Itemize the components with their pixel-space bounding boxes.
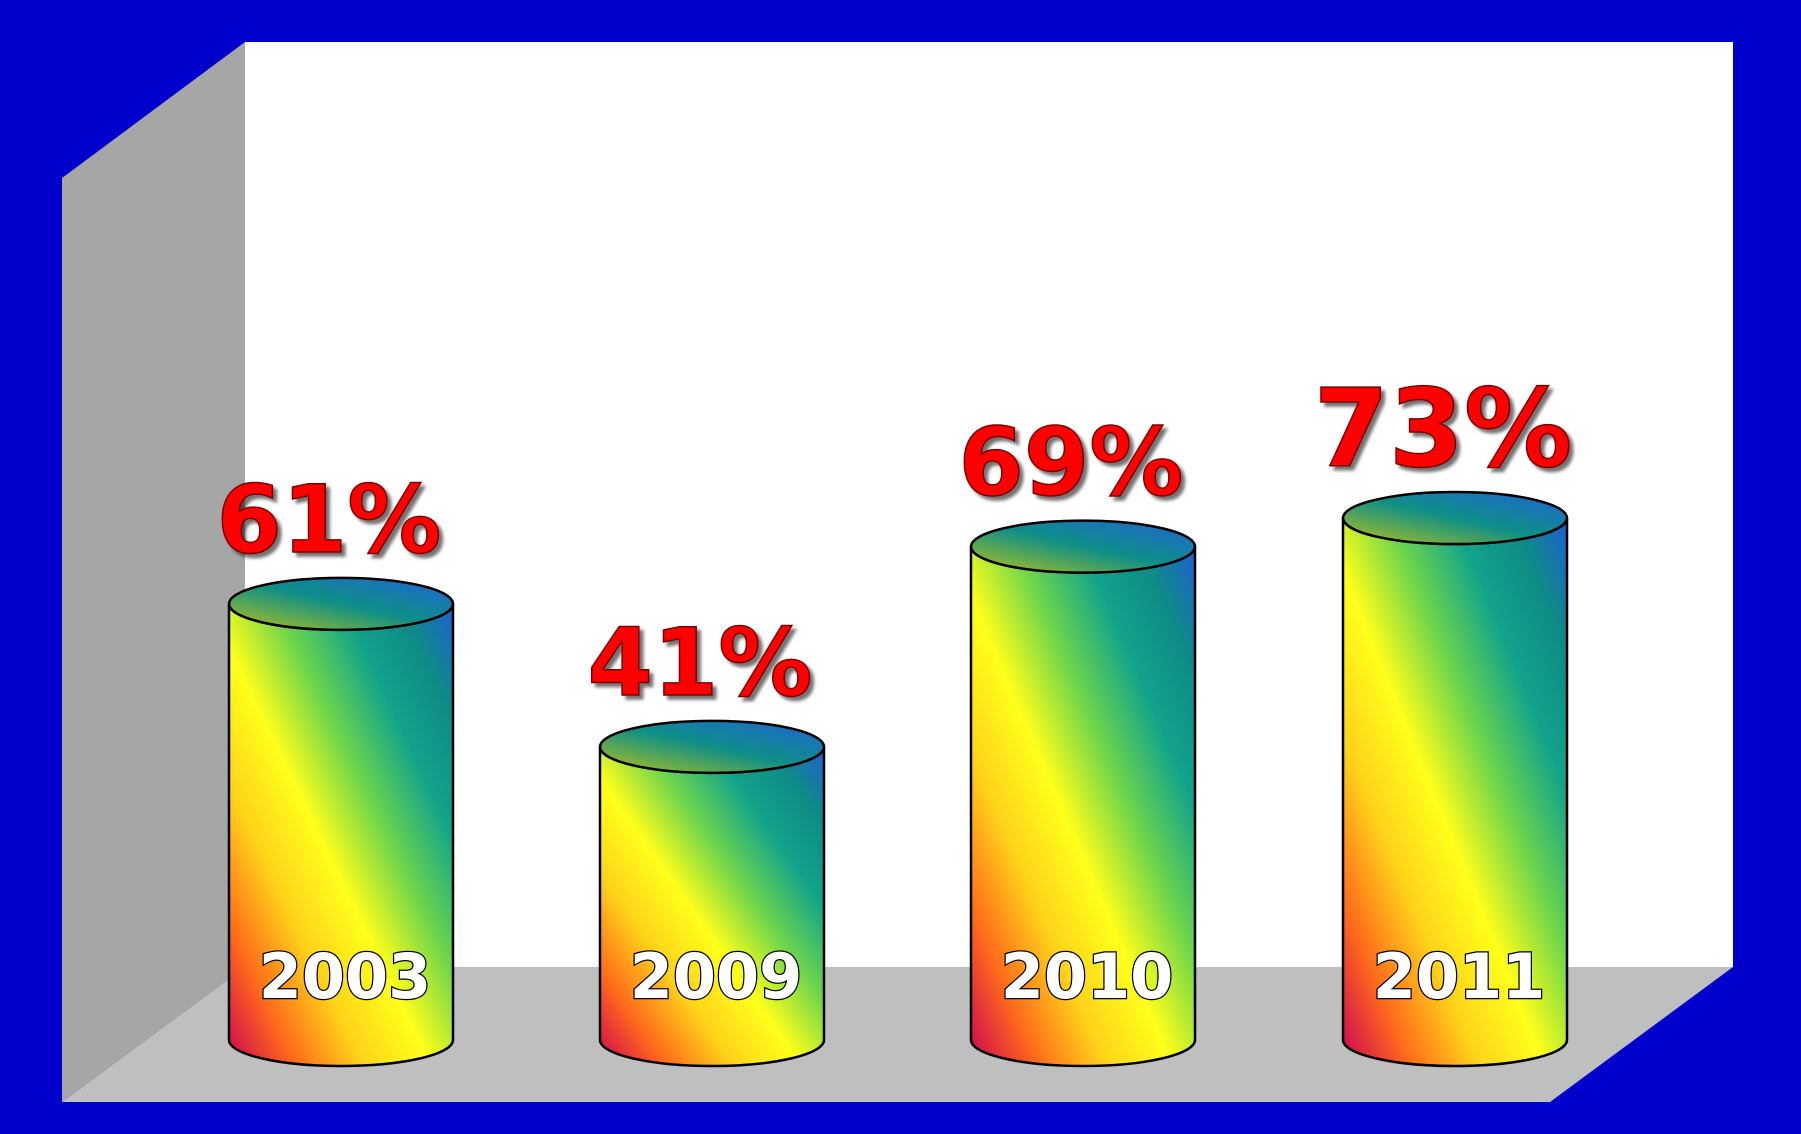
- value-label: 41%: [588, 609, 813, 718]
- category-label: 2010: [1001, 940, 1174, 1013]
- value-label: 69%: [959, 409, 1184, 518]
- bar-top: [969, 519, 1197, 574]
- value-label: 61%: [217, 466, 442, 575]
- bar-2010: 69% 2010: [958, 408, 1197, 1068]
- bar-2009: 41% 2009: [587, 608, 826, 1068]
- bar-2011: 73% 2011: [1313, 366, 1573, 1068]
- floor: [62, 967, 1733, 1102]
- category-label: 2011: [1373, 940, 1546, 1013]
- category-label: 2003: [259, 940, 432, 1013]
- bar-top: [598, 719, 826, 775]
- category-label: 2009: [630, 940, 803, 1013]
- side-wall: [62, 42, 245, 1102]
- bar-body: [598, 746, 826, 1068]
- bar-top: [227, 576, 455, 632]
- value-label: 73%: [1314, 367, 1573, 492]
- bar-2003: 61% 2003: [216, 465, 455, 1068]
- bar-top: [1341, 490, 1569, 546]
- chart-marks: 61% 2003 41% 2009 69% 2010 73% 2011: [216, 366, 1573, 1068]
